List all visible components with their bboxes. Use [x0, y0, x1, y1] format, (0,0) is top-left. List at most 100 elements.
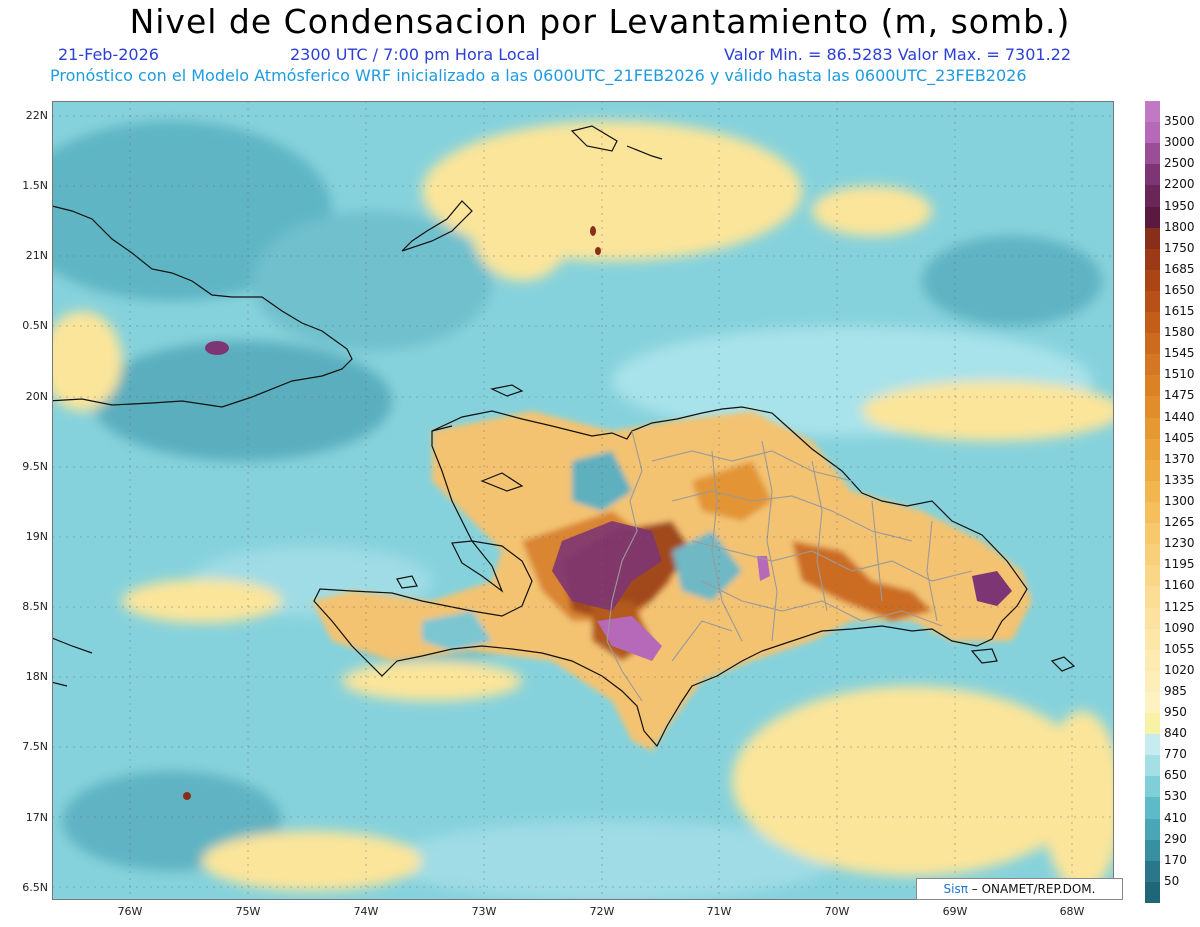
colorbar-swatch [1145, 206, 1160, 229]
credit-text: – ONAMET/REP.DOM. [971, 882, 1096, 896]
forecast-date: 21-Feb-2026 [58, 45, 159, 64]
colorbar-swatch [1145, 480, 1160, 503]
colorbar-label: 650 [1164, 768, 1187, 783]
colorbar-swatch [1145, 143, 1160, 165]
colorbar-swatch [1145, 628, 1160, 651]
colorbar-label: 1195 [1164, 557, 1195, 572]
coastlines [52, 125, 1076, 748]
colorbar-label: 950 [1164, 705, 1187, 720]
condensation-level-map [52, 101, 1114, 900]
colorbar-label: 3500 [1164, 114, 1195, 129]
colorbar-swatch [1145, 459, 1160, 482]
colorbar-label: 1580 [1164, 325, 1195, 340]
colorbar-label: 1475 [1164, 388, 1195, 403]
lat-tick-1.5N: 1.5N [22, 179, 48, 192]
colorbar-label: 1440 [1164, 409, 1195, 424]
colorbar-swatch [1145, 586, 1160, 608]
colorbar-label: 1160 [1164, 578, 1195, 593]
lat-tick-21N: 21N [25, 249, 48, 262]
colorbar-swatch [1145, 755, 1160, 777]
lon-tick-73W: 73W [471, 905, 497, 918]
colorbar-swatch [1145, 502, 1160, 524]
model-info: Pronóstico con el Modelo Atmósferico WRF… [50, 66, 1027, 85]
lat-tick-18N: 18N [25, 670, 48, 683]
lat-tick-20N: 20N [25, 390, 48, 403]
colorbar-swatch [1145, 670, 1160, 693]
colorbar-label: 1800 [1164, 219, 1195, 234]
colorbar-label: 1750 [1164, 240, 1195, 255]
colorbar-label: 1230 [1164, 536, 1195, 551]
value-range: Valor Min. = 86.5283 Valor Max. = 7301.2… [724, 45, 1072, 64]
colorbar-swatch [1145, 565, 1160, 587]
colorbar-swatch [1145, 312, 1160, 334]
lon-tick-72W: 72W [589, 905, 615, 918]
colorbar-swatch [1145, 649, 1160, 672]
colorbar-label: 1405 [1164, 430, 1195, 445]
colorbar-swatch [1145, 354, 1160, 376]
colorbar-swatch [1145, 164, 1160, 186]
lat-tick-7.5N: 7.5N [22, 740, 48, 753]
credit-box: Sisπ – ONAMET/REP.DOM. [916, 878, 1123, 900]
colorbar-label: 1950 [1164, 198, 1195, 213]
colorbar-swatch [1145, 417, 1160, 440]
colorbar-swatch [1145, 818, 1160, 841]
lon-tick-69W: 69W [942, 905, 968, 918]
lon-tick-75W: 75W [235, 905, 261, 918]
colorbar-swatch [1145, 797, 1160, 820]
colorbar-swatch [1145, 438, 1160, 461]
colorbar-label: 1510 [1164, 367, 1195, 382]
colorbar-swatch [1145, 185, 1160, 207]
lat-tick-17N: 17N [25, 811, 48, 824]
lat-tick-19N: 19N [25, 530, 48, 543]
colorbar-label: 170 [1164, 852, 1187, 867]
credit-brand: Sisπ [943, 882, 968, 896]
colorbar-label: 1650 [1164, 282, 1195, 297]
colorbar-label: 2200 [1164, 177, 1195, 192]
colorbar-swatch [1145, 860, 1160, 883]
colorbar-swatch [1145, 248, 1160, 271]
lon-tick-71W: 71W [706, 905, 732, 918]
colorbar-label: 1020 [1164, 662, 1195, 677]
colorbar-label: 290 [1164, 831, 1187, 846]
colorbar-label: 1090 [1164, 620, 1195, 635]
province-boundaries [606, 430, 973, 702]
colorbar-label: 1125 [1164, 599, 1195, 614]
colorbar-label: 985 [1164, 683, 1187, 698]
map-panel [52, 101, 1114, 900]
colorbar-label: 1370 [1164, 451, 1195, 466]
colorbar-swatch [1145, 776, 1160, 798]
forecast-time: 2300 UTC / 7:00 pm Hora Local [290, 45, 540, 64]
high-value-cells [183, 226, 1012, 800]
colorbar-swatch [1145, 396, 1160, 419]
colorbar-swatch [1145, 607, 1160, 630]
colorbar-swatch [1145, 691, 1160, 714]
colorbar-label: 1300 [1164, 494, 1195, 508]
colorbar-swatch [1145, 333, 1160, 355]
colorbar-label: 3000 [1164, 135, 1195, 150]
colorbar-label: 2500 [1164, 156, 1195, 171]
colorbar-label: 410 [1164, 810, 1187, 825]
colorbar-label: 530 [1164, 789, 1187, 804]
colorbar-label: 1265 [1164, 515, 1195, 530]
colorbar-label: 770 [1164, 747, 1187, 762]
colorbar-label: 1685 [1164, 261, 1195, 276]
colorbar-label: 840 [1164, 726, 1187, 741]
colorbar-swatch [1145, 290, 1160, 313]
colorbar-label: 1615 [1164, 304, 1195, 319]
colorbar-label: 1335 [1164, 472, 1195, 487]
lat-tick-6.5N: 6.5N [22, 881, 48, 894]
colorbar-swatch [1145, 101, 1160, 123]
lat-tick-0.5N: 0.5N [22, 319, 48, 332]
colorbar-swatch [1145, 375, 1160, 397]
colorbar-label: 1055 [1164, 641, 1195, 656]
colorbar-label: 50 [1164, 873, 1180, 888]
colorbar-swatch [1145, 227, 1160, 250]
colorbar-swatch [1145, 544, 1160, 566]
lon-tick-76W: 76W [117, 905, 143, 918]
colorbar-label: 1545 [1164, 346, 1195, 361]
colorbar-swatch [1145, 734, 1160, 756]
colorbar-swatch [1145, 523, 1160, 545]
lat-tick-22N: 22N [25, 109, 48, 122]
colorbar-swatch [1145, 122, 1160, 144]
lon-tick-68W: 68W [1059, 905, 1085, 918]
